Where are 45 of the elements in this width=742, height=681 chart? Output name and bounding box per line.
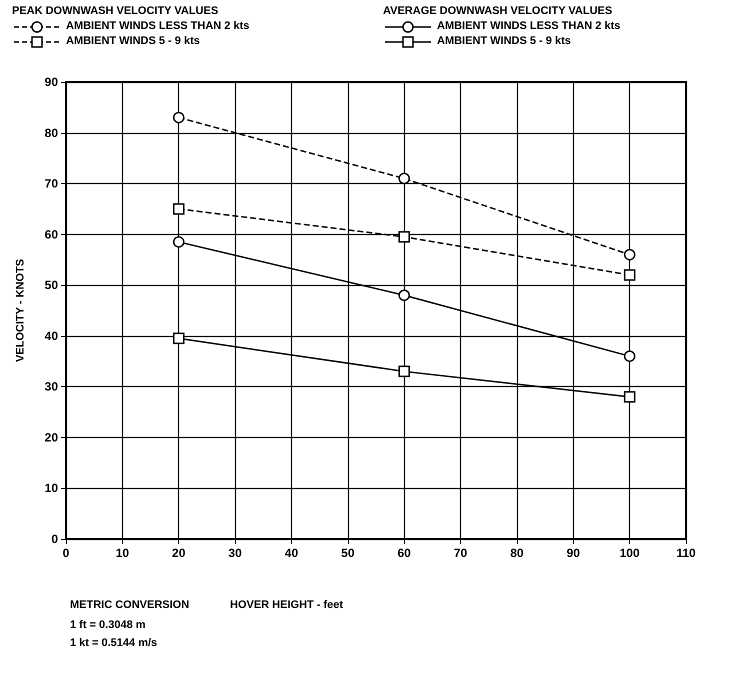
point — [398, 290, 410, 302]
point — [172, 332, 184, 344]
point — [172, 203, 184, 215]
point — [624, 269, 636, 281]
point — [624, 248, 636, 260]
point — [624, 391, 636, 403]
x-tick-label: 100 — [620, 546, 640, 560]
x-tick-label: 0 — [62, 546, 70, 560]
point — [398, 366, 410, 378]
point — [398, 231, 410, 243]
x-tick-label: 90 — [566, 546, 580, 560]
text: PEAK DOWNWASH VELOCITY VALUES — [12, 4, 220, 19]
text: 1 kt = 0.5144 m/s — [70, 636, 158, 651]
legend-label: AMBIENT WINDS LESS THAN 2 kts — [66, 19, 250, 34]
x-tick-label: 10 — [116, 546, 130, 560]
text: AVERAGE DOWNWASH VELOCITY VALUES — [383, 4, 614, 19]
text: 1 ft = 0.3048 m — [70, 618, 146, 633]
y-tick-label: 40 — [44, 328, 58, 343]
x-tick-label: 110 — [676, 546, 696, 560]
y-tick-label: 80 — [44, 126, 58, 140]
y-tick-label: 60 — [44, 227, 58, 242]
x-tick-label: 60 — [398, 546, 412, 560]
y-tick-label: 90 — [44, 75, 58, 89]
point — [172, 112, 184, 124]
x-tick-label: 80 — [510, 546, 524, 560]
x-tick-label: 40 — [284, 546, 298, 560]
y-tick-label: 70 — [44, 176, 58, 191]
x-axis-title: HOVER HEIGHT - feet — [230, 598, 344, 613]
y-tick-label: 10 — [44, 481, 58, 496]
x-tick-label: 50 — [341, 546, 355, 560]
y-tick-label: 50 — [44, 278, 58, 292]
y-axis-title: VELOCITY - KNOTS — [14, 258, 26, 362]
x-tick-label: 30 — [228, 546, 242, 560]
y-tick-label: 20 — [44, 430, 58, 444]
x-tick-label: 70 — [454, 546, 468, 560]
y-tick-label: 0 — [51, 532, 58, 546]
point — [398, 172, 410, 184]
text: METRIC CONVERSION — [70, 598, 190, 613]
point — [624, 350, 636, 362]
legend-label: AMBIENT WINDS 5 - 9 kts — [437, 34, 571, 49]
legend-label: AMBIENT WINDS LESS THAN 2 kts — [437, 19, 620, 34]
legend-label: AMBIENT WINDS 5 - 9 kts — [66, 34, 200, 49]
x-tick-label: 20 — [172, 546, 186, 560]
point — [172, 236, 184, 248]
y-tick-label: 30 — [44, 380, 58, 394]
